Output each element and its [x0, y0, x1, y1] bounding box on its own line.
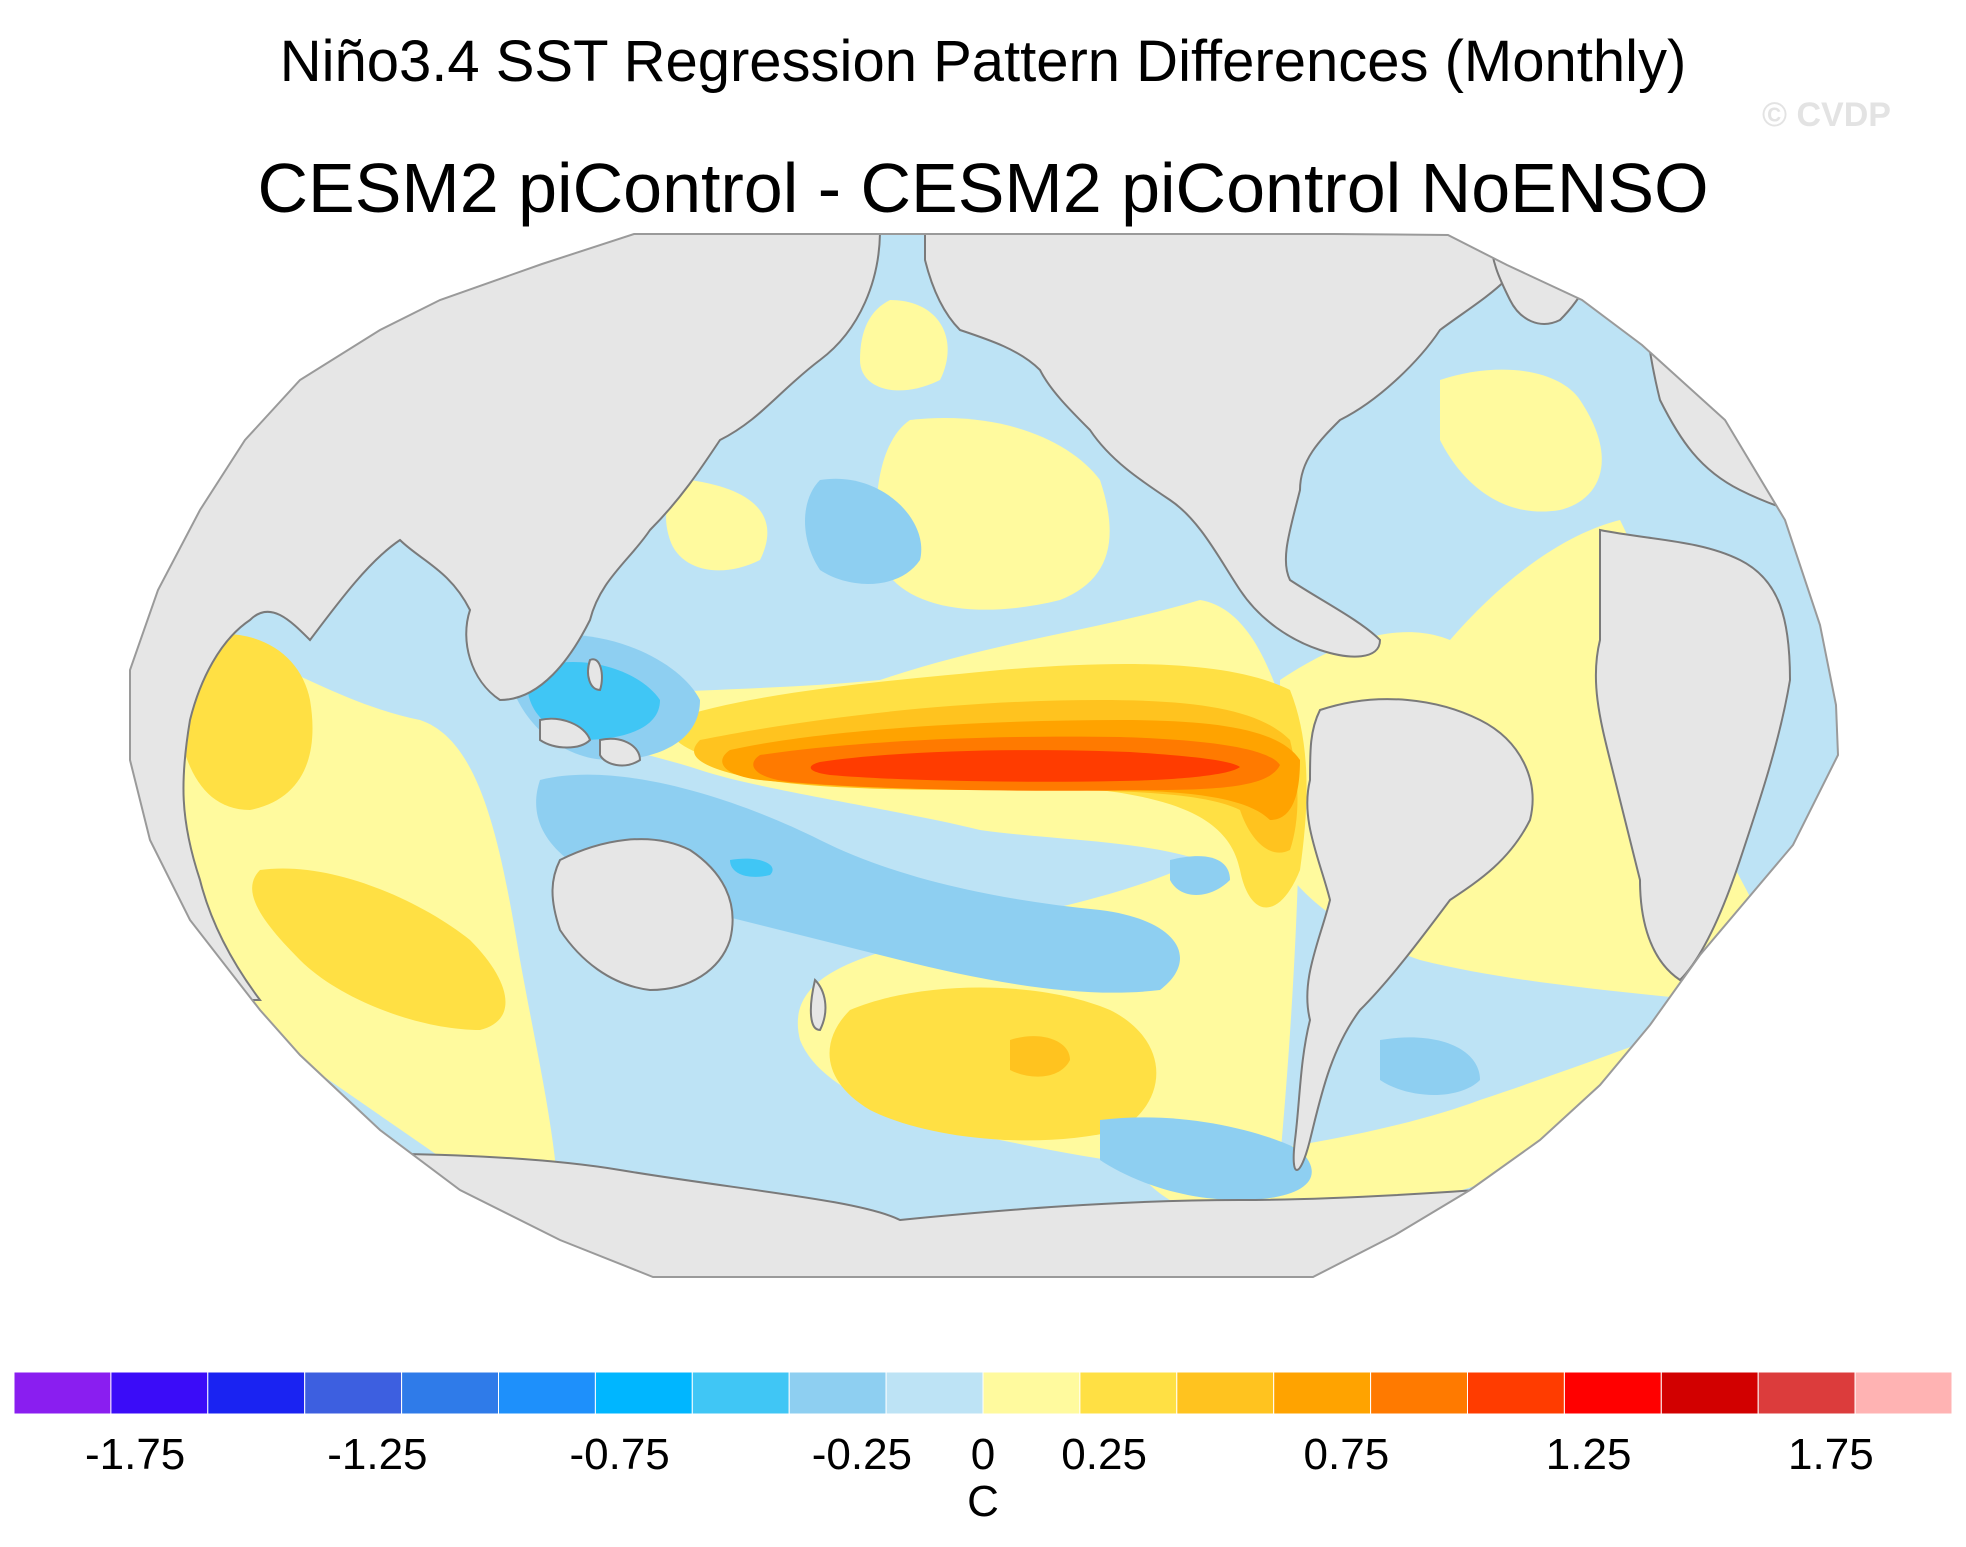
colorbar-box [982, 1371, 1081, 1415]
colorbar-box [498, 1371, 596, 1415]
colorbar-box [1176, 1371, 1275, 1415]
cvdp-watermark: © CVDP [1762, 96, 1891, 134]
colorbar-box [1660, 1371, 1759, 1415]
colorbar-tick-label: -0.25 [812, 1430, 912, 1479]
colorbar-box [1563, 1371, 1662, 1415]
colorbar-box [1370, 1371, 1468, 1415]
colorbar-tick-label: 0 [971, 1430, 995, 1479]
colorbar-tick-label: 0.75 [1304, 1430, 1390, 1479]
contour-1.25-to-1.5 [810, 750, 1240, 782]
colorbar-tick-label: -0.75 [569, 1430, 669, 1479]
colorbar-box [1467, 1371, 1565, 1415]
map-subtitle: CESM2 piControl - CESM2 piControl NoENSO [257, 149, 1709, 227]
colorbar-box [691, 1371, 790, 1415]
colorbar-box [110, 1371, 209, 1415]
colorbar-tick-label: -1.25 [327, 1430, 427, 1479]
colorbar-tick-label: 1.75 [1788, 1430, 1874, 1479]
colorbar-units-label: C [967, 1477, 999, 1526]
colorbar-box [304, 1371, 403, 1415]
map-title: Niño3.4 SST Regression Pattern Differenc… [279, 29, 1687, 94]
colorbar-box [207, 1371, 306, 1415]
colorbar-box [885, 1371, 984, 1415]
colorbar-box [13, 1371, 112, 1415]
colorbar-tick-label: 1.25 [1546, 1430, 1632, 1479]
colorbar-box [401, 1371, 500, 1415]
colorbar-box [788, 1371, 887, 1415]
colorbar-box [1854, 1371, 1953, 1415]
globe-outline [129, 233, 1840, 1278]
contour-neg0.25-to-neg0.5 [510, 478, 1480, 1200]
colorbar-tick-label: -1.75 [85, 1430, 185, 1479]
colorbar-box [594, 1371, 693, 1415]
colorbar-box [1079, 1371, 1178, 1415]
colorbar-box [1757, 1371, 1856, 1415]
colorbar-tick-label: 0.25 [1061, 1430, 1147, 1479]
colorbar-box [1273, 1371, 1372, 1415]
